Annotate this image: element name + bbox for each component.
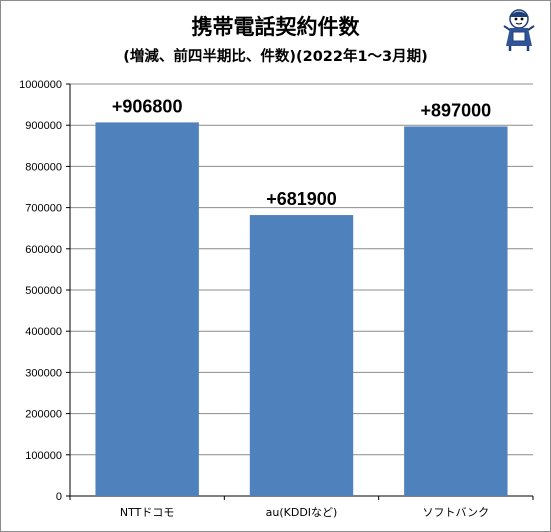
- bar: [249, 215, 354, 497]
- y-tick-label: 900000: [25, 120, 62, 132]
- bars: [95, 122, 508, 497]
- y-tick-label: 500000: [25, 285, 62, 297]
- y-tick-label: 200000: [25, 409, 62, 421]
- y-tick-label: 800000: [25, 161, 62, 173]
- x-tick-label: au(KDDIなど): [266, 506, 338, 519]
- bar: [404, 126, 508, 496]
- bar-data-label: +906800: [112, 96, 183, 116]
- y-tick-label: 0: [56, 491, 62, 503]
- chart-title: 携帯電話契約件数: [191, 15, 360, 39]
- x-tick-label: ソフトバンク: [423, 506, 490, 519]
- y-tick-label: 700000: [25, 203, 62, 215]
- y-tick-label: 300000: [25, 367, 62, 379]
- chart-subtitle: (増減、前四半期比、件数)(2022年1～3月期): [123, 49, 428, 65]
- y-tick-label: 600000: [25, 244, 62, 256]
- bar-data-label: +897000: [421, 100, 492, 120]
- x-tick-label: NTTドコモ: [120, 506, 174, 519]
- y-tick-label: 100000: [25, 450, 62, 462]
- y-tick-label: 1000000: [19, 79, 62, 91]
- bar-data-label: +681900: [266, 189, 337, 209]
- y-tick-label: 400000: [25, 326, 62, 338]
- bar: [95, 122, 199, 496]
- data-labels: +906800 +681900 +897000: [112, 96, 491, 209]
- mascot-character-icon: [503, 9, 535, 51]
